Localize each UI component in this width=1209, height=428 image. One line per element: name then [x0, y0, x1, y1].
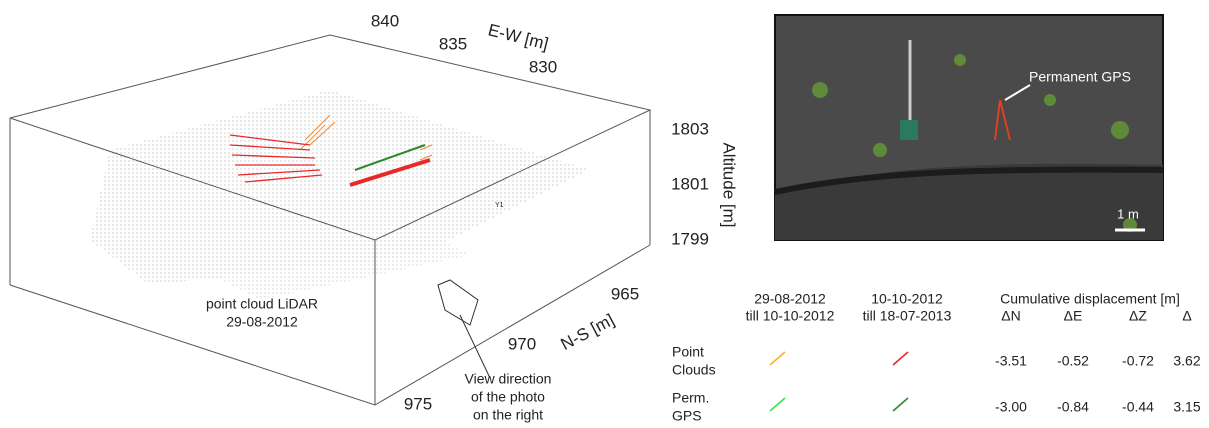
view-pointer — [460, 315, 490, 378]
column-header: Δ — [1182, 308, 1191, 324]
period-header: till 18-07-2013 — [863, 308, 952, 324]
alt-label: Altitude [m] — [720, 142, 739, 227]
row-label: Point — [672, 344, 704, 360]
view-icon — [438, 280, 478, 325]
cell: -0.44 — [1122, 399, 1154, 415]
photo — [775, 15, 1163, 240]
cell: -0.84 — [1057, 399, 1089, 415]
row-label: Clouds — [672, 362, 716, 378]
column-header: ΔZ — [1129, 308, 1147, 324]
cloud-label: point cloud LiDAR — [206, 296, 318, 312]
period-header: 10-10-2012 — [871, 291, 943, 307]
photo-annotation: Permanent GPS — [1029, 69, 1131, 85]
row-label: Perm. — [672, 390, 709, 406]
cell: -0.52 — [1057, 353, 1089, 369]
marker: Y1 — [495, 202, 504, 209]
row-label: GPS — [672, 408, 702, 424]
legend-arrows — [770, 352, 908, 411]
ew-tick: 840 — [371, 11, 399, 30]
alt-tick: 1799 — [671, 229, 709, 248]
photo-scale: 1 m — [1117, 206, 1139, 221]
cell: -0.72 — [1122, 353, 1154, 369]
ew-label: E-W [m] — [486, 20, 550, 53]
column-header: ΔE — [1064, 308, 1083, 324]
alt-tick: 1803 — [671, 119, 709, 138]
cell: -3.00 — [995, 399, 1027, 415]
column-header: ΔN — [1001, 308, 1020, 324]
period-header: 29-08-2012 — [754, 291, 826, 307]
cell: -3.51 — [995, 353, 1027, 369]
alt-tick: 1801 — [671, 174, 709, 193]
period-header: till 10-10-2012 — [746, 308, 835, 324]
cell: 3.15 — [1173, 399, 1200, 415]
ns-tick: 970 — [508, 334, 536, 353]
figure: Y1 840 835 830 E-W [m] 1803 1801 1799 Al… — [0, 0, 1209, 428]
ns-tick: 965 — [611, 284, 639, 303]
cell: 3.62 — [1173, 353, 1200, 369]
displacement-header: Cumulative displacement [m] — [1000, 291, 1180, 307]
cloud-label: 29-08-2012 — [226, 314, 298, 330]
ns-label: N-S [m] — [558, 310, 618, 354]
ew-tick: 835 — [439, 34, 467, 53]
view-label: of the photo — [471, 389, 545, 405]
ns-tick: 975 — [404, 394, 432, 413]
view-label: on the right — [473, 407, 543, 423]
view-label: View direction — [465, 371, 552, 387]
ew-tick: 830 — [529, 57, 557, 76]
